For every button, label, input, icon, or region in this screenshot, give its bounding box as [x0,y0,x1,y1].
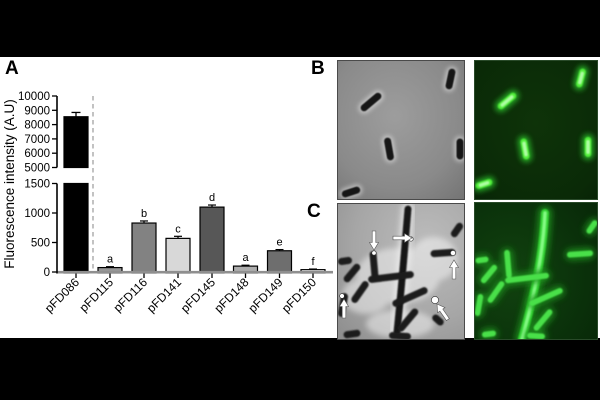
fluorescent-rods-core [475,220,597,339]
annotation-arrow-diagonal [436,303,450,322]
bar-pFD115: a [97,254,123,274]
x-tick-label-pFD150: pFD150 [279,275,319,315]
panel-c-label: C [307,201,321,222]
fluorescent-cell [475,176,496,192]
sig-letter-pFD149: e [276,237,282,249]
bacteria-cell [382,135,396,163]
y-tick-label: 1500 [24,179,50,191]
figure-content-area: A B C a b c d a e f 5000 6000 7000 8000 9000 10000 0 5… [0,57,600,340]
x-tick-label-pFD115: pFD115 [77,275,117,315]
sig-letter-pFD148: a [242,252,249,264]
fluorescent-cell [494,89,520,113]
sig-letter-pFD141: c [175,223,181,235]
y-tick-label: 8000 [24,120,50,132]
phase-background [338,61,464,199]
sig-letter-pFD145: d [209,192,215,204]
bar-pFD149: e [266,237,293,274]
panel-b-label: B [311,58,325,79]
sig-letter-pFD115: a [107,254,114,266]
fluorescence-image-b [474,60,598,200]
bacteria-cell [443,66,458,92]
x-tick-label-pFD145: pFD145 [178,275,218,315]
bacteria-filament [393,205,412,336]
bar-pFD086 [63,111,89,274]
y-tick-label: 1000 [24,208,50,220]
y-axis-title: Fluorescence intensity (A.U) [2,99,17,269]
annotation-arrow-up [338,298,350,319]
bar-pFD116: b [131,208,157,274]
sig-letter-pFD116: b [141,208,147,220]
bacteria-cell [339,184,363,199]
y-tick-label: 9000 [24,105,50,117]
panel-a-label: A [5,58,19,79]
y-tick-label: 7000 [24,134,50,146]
annotation-arrows [338,230,460,322]
y-tick-label: 0 [44,267,50,279]
fluorescence-image-c [474,202,598,340]
annotation-arrow-up [448,259,460,280]
y-tick-label: 6000 [24,148,50,160]
fluorescence-bar-chart: a b c d a e f 5000 6000 7000 8000 9000 10000 0 500 1000… [2,91,333,315]
fluorescent-cell [582,134,594,160]
x-tick-label-pFD086: pFD086 [42,275,82,315]
x-axis-line [57,270,333,274]
bright-foci [339,236,456,304]
bacteria-cell [358,90,384,114]
y-tick-label: 10000 [18,91,50,103]
y-tick-label: 500 [31,238,50,250]
bacteria-cell [454,136,464,162]
phase-contrast-image-c [337,203,465,340]
x-tick-label-pFD141: pFD141 [144,275,184,315]
x-tick-label-pFD116: pFD116 [111,275,151,315]
bar-pFD141: c [165,223,191,274]
annotation-arrow-right [392,232,413,244]
phase-contrast-image-b [337,60,465,200]
x-tick-label-pFD148: pFD148 [212,275,252,315]
fluorescent-cell [517,135,533,163]
y-tick-label: 5000 [24,163,50,175]
sig-letter-pFD150: f [311,256,315,268]
fluorescent-cell [573,65,589,91]
bacteria-filaments [338,222,464,339]
bar-pFD145: d [199,192,225,274]
x-tick-label-pFD149: pFD149 [246,275,286,315]
annotation-arrow-down [368,230,380,251]
bar-pFD148: a [232,252,259,274]
bar-pFD150: f [300,256,326,274]
